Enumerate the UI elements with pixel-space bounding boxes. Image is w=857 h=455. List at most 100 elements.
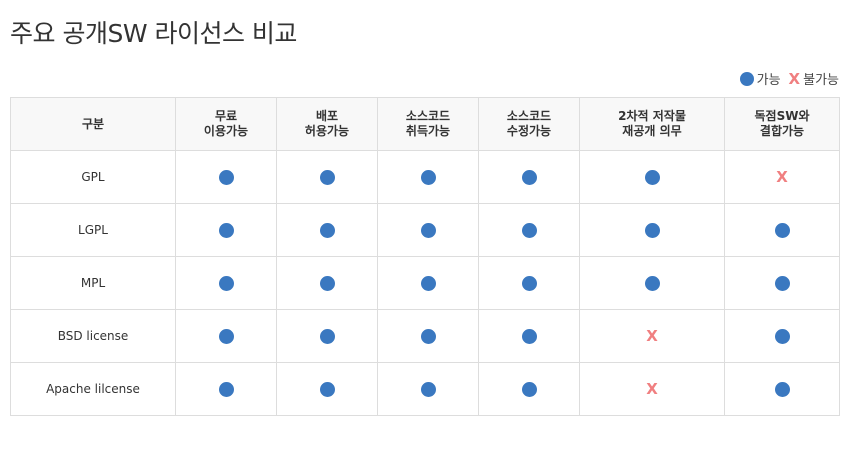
column-header: 2차적 저작물 재공개 의무	[579, 97, 725, 151]
x-mark-icon: X	[646, 326, 658, 345]
column-header-line2: 결합가능	[759, 124, 805, 138]
column-header: 배포 허용가능	[276, 97, 378, 151]
column-header-line2: 수정가능	[506, 124, 552, 138]
column-header-line1: 무료	[214, 109, 238, 123]
table-row: BSD license X	[10, 309, 840, 363]
status-cell	[276, 203, 378, 257]
column-header: 무료 이용가능	[175, 97, 277, 151]
filled-circle-icon	[420, 275, 436, 291]
filled-circle-icon	[319, 275, 335, 291]
filled-circle-icon	[521, 275, 537, 291]
filled-circle-icon	[644, 275, 660, 291]
license-name-cell: LGPL	[10, 203, 176, 257]
legend-possible: 가능	[739, 69, 781, 88]
status-cell	[724, 203, 840, 257]
status-cell: X	[579, 309, 725, 363]
filled-circle-icon	[218, 169, 234, 185]
column-header-line1: 소스코드	[405, 109, 451, 123]
table-body: GPL X LGPL MPL BSD license X Apache lilcense X	[10, 150, 840, 416]
legend-impossible: X 불가능	[788, 69, 839, 89]
license-name-cell: MPL	[10, 256, 176, 310]
filled-circle-icon	[420, 222, 436, 238]
filled-circle-icon	[319, 222, 335, 238]
column-header-line2: 취득가능	[405, 124, 451, 138]
column-header: 독점SW와 결합가능	[724, 97, 840, 151]
legend-impossible-label: 불가능	[803, 73, 839, 88]
column-header: 소스코드 수정가능	[478, 97, 580, 151]
status-cell	[276, 362, 378, 416]
column-header-line1: 2차적 저작물	[618, 109, 686, 123]
filled-circle-icon	[218, 381, 234, 397]
status-cell	[724, 309, 840, 363]
x-mark-icon: X	[776, 167, 788, 186]
filled-circle-icon	[774, 275, 790, 291]
filled-circle-icon	[774, 381, 790, 397]
filled-circle-icon	[218, 275, 234, 291]
status-cell	[377, 203, 479, 257]
status-cell	[478, 256, 580, 310]
legend: 가능 X 불가능	[732, 69, 839, 88]
filled-circle-icon	[319, 169, 335, 185]
status-cell	[377, 256, 479, 310]
status-cell	[724, 362, 840, 416]
status-cell	[377, 150, 479, 204]
status-cell	[579, 203, 725, 257]
license-name-cell: GPL	[10, 150, 176, 204]
status-cell	[478, 362, 580, 416]
column-header-line1: 소스코드	[506, 109, 552, 123]
filled-circle-icon	[774, 328, 790, 344]
filled-circle-icon	[218, 222, 234, 238]
status-cell	[377, 309, 479, 363]
column-header-line1: 배포	[315, 109, 339, 123]
filled-circle-icon	[644, 222, 660, 238]
filled-circle-icon	[420, 381, 436, 397]
filled-circle-icon	[521, 381, 537, 397]
status-cell	[276, 256, 378, 310]
column-header-line2: 재공개 의무	[622, 124, 682, 138]
filled-circle-icon	[644, 169, 660, 185]
license-comparison-table: 구분 무료 이용가능 배포 허용가능 소스코드 취득가능 소스코드 수정가능 2…	[10, 97, 840, 416]
table-row: LGPL	[10, 203, 840, 257]
status-cell	[377, 362, 479, 416]
license-name-cell: Apache lilcense	[10, 362, 176, 416]
x-mark-icon: X	[646, 379, 658, 398]
status-cell: X	[579, 362, 725, 416]
status-cell	[175, 203, 277, 257]
status-cell	[478, 309, 580, 363]
filled-circle-icon	[521, 222, 537, 238]
table-header-row: 구분 무료 이용가능 배포 허용가능 소스코드 취득가능 소스코드 수정가능 2…	[10, 97, 840, 151]
page-title: 주요 공개SW 라이선스 비교	[10, 19, 297, 48]
filled-circle-icon	[774, 222, 790, 238]
column-header-line2: 이용가능	[203, 124, 249, 138]
status-cell	[478, 203, 580, 257]
status-cell	[276, 309, 378, 363]
status-cell: X	[724, 150, 840, 204]
status-cell	[175, 150, 277, 204]
table-row: Apache lilcense X	[10, 362, 840, 416]
column-header-category: 구분	[10, 97, 176, 151]
filled-circle-icon	[218, 328, 234, 344]
filled-circle-icon	[319, 381, 335, 397]
filled-circle-icon	[739, 71, 754, 86]
status-cell	[175, 362, 277, 416]
filled-circle-icon	[420, 169, 436, 185]
filled-circle-icon	[521, 169, 537, 185]
column-header-line2: 허용가능	[304, 124, 350, 138]
status-cell	[579, 256, 725, 310]
status-cell	[478, 150, 580, 204]
filled-circle-icon	[319, 328, 335, 344]
status-cell	[579, 150, 725, 204]
table-row: MPL	[10, 256, 840, 310]
status-cell	[724, 256, 840, 310]
table-row: GPL X	[10, 150, 840, 204]
filled-circle-icon	[420, 328, 436, 344]
status-cell	[276, 150, 378, 204]
license-name-cell: BSD license	[10, 309, 176, 363]
filled-circle-icon	[521, 328, 537, 344]
column-header-line1: 독점SW와	[754, 109, 810, 123]
status-cell	[175, 256, 277, 310]
status-cell	[175, 309, 277, 363]
column-header: 소스코드 취득가능	[377, 97, 479, 151]
x-mark-icon: X	[788, 69, 801, 88]
legend-possible-label: 가능	[756, 73, 781, 88]
